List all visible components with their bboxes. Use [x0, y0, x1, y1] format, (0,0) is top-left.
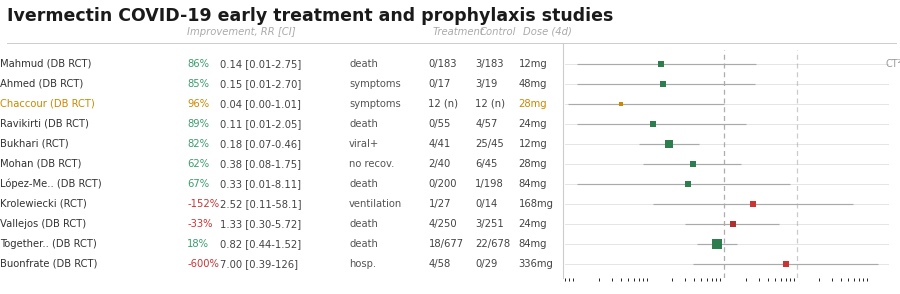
Text: 0/29: 0/29: [475, 259, 498, 269]
Text: Ivermectin COVID-19 early treatment and prophylaxis studies: Ivermectin COVID-19 early treatment and …: [7, 7, 614, 25]
Point: [646, 122, 661, 126]
Text: 67%: 67%: [187, 179, 210, 189]
Text: 4/57: 4/57: [475, 119, 498, 129]
Text: Ahmed (DB RCT): Ahmed (DB RCT): [0, 79, 83, 89]
Text: 24mg: 24mg: [518, 119, 547, 129]
Text: 22/678: 22/678: [475, 239, 510, 249]
Text: -600%: -600%: [187, 259, 219, 269]
Text: 1.33 [0.30-5.72]: 1.33 [0.30-5.72]: [220, 219, 301, 229]
Text: 2.52 [0.11-58.1]: 2.52 [0.11-58.1]: [220, 199, 302, 209]
Text: death: death: [349, 119, 378, 129]
Point: [653, 62, 668, 66]
Text: 89%: 89%: [187, 119, 209, 129]
Text: 0/200: 0/200: [428, 179, 457, 189]
Text: Buonfrate (DB RCT): Buonfrate (DB RCT): [0, 259, 97, 269]
Text: Chaccour (DB RCT): Chaccour (DB RCT): [0, 99, 94, 109]
Point: [681, 181, 696, 186]
Text: Krolewiecki (RCT): Krolewiecki (RCT): [0, 199, 86, 209]
Text: 0.18 [0.07-0.46]: 0.18 [0.07-0.46]: [220, 139, 301, 149]
Text: 0/183: 0/183: [428, 59, 457, 69]
Text: 96%: 96%: [187, 99, 210, 109]
Text: 18/677: 18/677: [428, 239, 464, 249]
Text: symptoms: symptoms: [349, 99, 401, 109]
Text: Dose (4d): Dose (4d): [523, 27, 572, 37]
Text: López-Me.. (DB RCT): López-Me.. (DB RCT): [0, 179, 102, 189]
Text: -33%: -33%: [187, 219, 212, 229]
Text: 12 (n): 12 (n): [475, 99, 505, 109]
Text: 0/55: 0/55: [428, 119, 451, 129]
Text: 3/251: 3/251: [475, 219, 504, 229]
Text: Treatment: Treatment: [433, 27, 484, 37]
Text: 84mg: 84mg: [518, 179, 547, 189]
Text: 1/198: 1/198: [475, 179, 504, 189]
Text: Mohan (DB RCT): Mohan (DB RCT): [0, 159, 81, 169]
Text: 4/250: 4/250: [428, 219, 457, 229]
Text: CT²: CT²: [885, 59, 900, 69]
Text: 3/19: 3/19: [475, 79, 498, 89]
Text: 85%: 85%: [187, 79, 209, 89]
Text: 24mg: 24mg: [518, 219, 547, 229]
Text: 48mg: 48mg: [518, 79, 547, 89]
Text: 0.11 [0.01-2.05]: 0.11 [0.01-2.05]: [220, 119, 301, 129]
Text: 12 (n): 12 (n): [428, 99, 458, 109]
Point: [656, 82, 670, 86]
Point: [725, 221, 740, 226]
Text: 4/41: 4/41: [428, 139, 451, 149]
Text: Bukhari (RCT): Bukhari (RCT): [0, 139, 68, 149]
Text: 1/27: 1/27: [428, 199, 451, 209]
Text: -152%: -152%: [187, 199, 220, 209]
Text: Mahmud (DB RCT): Mahmud (DB RCT): [0, 59, 92, 69]
Text: 0.14 [0.01-2.75]: 0.14 [0.01-2.75]: [220, 59, 301, 69]
Text: 0.04 [0.00-1.01]: 0.04 [0.00-1.01]: [220, 99, 301, 109]
Text: 7.00 [0.39-126]: 7.00 [0.39-126]: [220, 259, 298, 269]
Point: [686, 162, 700, 166]
Point: [614, 102, 628, 106]
Text: 6/45: 6/45: [475, 159, 498, 169]
Text: 0.15 [0.01-2.70]: 0.15 [0.01-2.70]: [220, 79, 301, 89]
Text: 28mg: 28mg: [518, 159, 547, 169]
Point: [710, 241, 724, 246]
Text: 28mg: 28mg: [518, 99, 547, 109]
Text: ventilation: ventilation: [349, 199, 402, 209]
Text: hosp.: hosp.: [349, 259, 376, 269]
Text: 168mg: 168mg: [518, 199, 554, 209]
Text: 0.82 [0.44-1.52]: 0.82 [0.44-1.52]: [220, 239, 301, 249]
Text: 25/45: 25/45: [475, 139, 504, 149]
Text: death: death: [349, 179, 378, 189]
Text: Together.. (DB RCT): Together.. (DB RCT): [0, 239, 97, 249]
Text: Improvement, RR [CI]: Improvement, RR [CI]: [187, 27, 296, 37]
Text: 12mg: 12mg: [518, 59, 547, 69]
Text: Vallejos (DB RCT): Vallejos (DB RCT): [0, 219, 86, 229]
Text: symptoms: symptoms: [349, 79, 401, 89]
Text: 3/183: 3/183: [475, 59, 504, 69]
Text: 4/58: 4/58: [428, 259, 451, 269]
Text: 82%: 82%: [187, 139, 209, 149]
Text: Ravikirti (DB RCT): Ravikirti (DB RCT): [0, 119, 89, 129]
Text: death: death: [349, 59, 378, 69]
Point: [662, 142, 676, 146]
Text: 2/40: 2/40: [428, 159, 451, 169]
Text: no recov.: no recov.: [349, 159, 394, 169]
Text: 0/17: 0/17: [428, 79, 451, 89]
Text: 336mg: 336mg: [518, 259, 554, 269]
Text: death: death: [349, 219, 378, 229]
Text: 0.33 [0.01-8.11]: 0.33 [0.01-8.11]: [220, 179, 301, 189]
Text: Control: Control: [480, 27, 516, 37]
Text: 84mg: 84mg: [518, 239, 547, 249]
Text: 18%: 18%: [187, 239, 209, 249]
Text: 0.38 [0.08-1.75]: 0.38 [0.08-1.75]: [220, 159, 301, 169]
Text: viral+: viral+: [349, 139, 380, 149]
Text: 62%: 62%: [187, 159, 210, 169]
Text: 0/14: 0/14: [475, 199, 498, 209]
Text: death: death: [349, 239, 378, 249]
Point: [778, 261, 793, 266]
Text: 86%: 86%: [187, 59, 209, 69]
Point: [746, 201, 760, 206]
Text: 12mg: 12mg: [518, 139, 547, 149]
